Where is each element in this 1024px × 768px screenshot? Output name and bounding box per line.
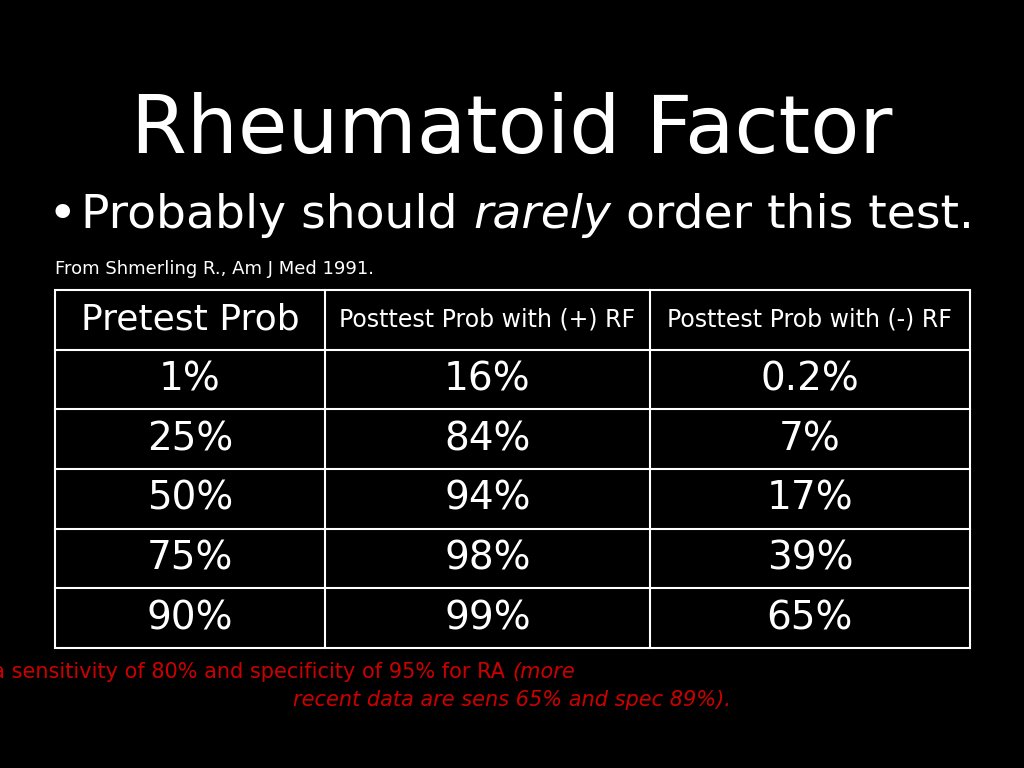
Text: 98%: 98% bbox=[444, 539, 530, 578]
Text: 16%: 16% bbox=[444, 360, 530, 399]
Text: Probably should: Probably should bbox=[82, 193, 473, 237]
Bar bbox=[55, 290, 970, 648]
Text: rarely: rarely bbox=[473, 193, 611, 237]
Text: 7%: 7% bbox=[779, 420, 841, 458]
Text: 84%: 84% bbox=[444, 420, 530, 458]
Text: (more: (more bbox=[512, 662, 574, 682]
Text: Pretest Prob: Pretest Prob bbox=[81, 303, 299, 337]
Text: 94%: 94% bbox=[444, 480, 530, 518]
Text: 50%: 50% bbox=[146, 480, 233, 518]
Text: 75%: 75% bbox=[146, 539, 233, 578]
Text: 1%: 1% bbox=[159, 360, 221, 399]
Text: 25%: 25% bbox=[146, 420, 233, 458]
Text: •: • bbox=[48, 191, 78, 239]
Text: 0.2%: 0.2% bbox=[761, 360, 859, 399]
Text: 90%: 90% bbox=[146, 599, 233, 637]
Text: 17%: 17% bbox=[767, 480, 853, 518]
Text: order this test.: order this test. bbox=[611, 193, 974, 237]
Text: Posttest Prob with (-) RF: Posttest Prob with (-) RF bbox=[668, 308, 952, 332]
Text: Assuming a sensitivity of 80% and specificity of 95% for RA: Assuming a sensitivity of 80% and specif… bbox=[0, 662, 512, 682]
Text: 65%: 65% bbox=[767, 599, 853, 637]
Text: 39%: 39% bbox=[767, 539, 853, 578]
Text: From Shmerling R., Am J Med 1991.: From Shmerling R., Am J Med 1991. bbox=[55, 260, 374, 278]
Text: Posttest Prob with (+) RF: Posttest Prob with (+) RF bbox=[339, 308, 636, 332]
Text: recent data are sens 65% and spec 89%).: recent data are sens 65% and spec 89%). bbox=[293, 690, 731, 710]
Text: Rheumatoid Factor: Rheumatoid Factor bbox=[131, 92, 893, 170]
Text: 99%: 99% bbox=[444, 599, 530, 637]
